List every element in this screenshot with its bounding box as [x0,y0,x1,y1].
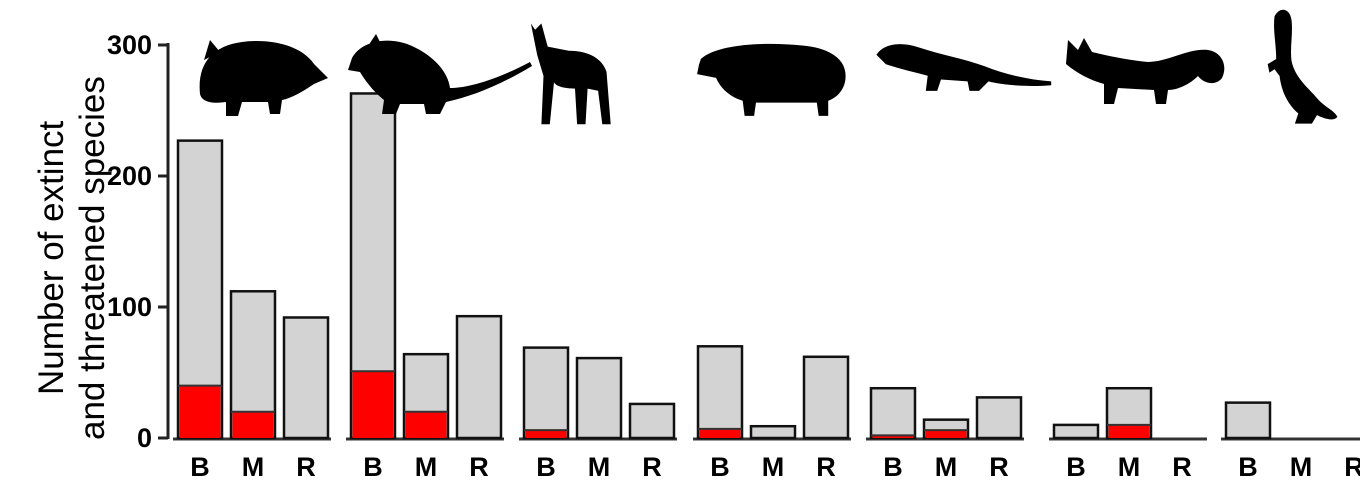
lemur-silhouette [199,40,328,116]
bar-extinct [1108,424,1150,438]
x-category-label: R [469,452,489,482]
bar-threatened [455,314,503,440]
bar-threatened [628,402,676,440]
bar-extinct [872,435,914,438]
x-category-label: M [1290,452,1313,482]
x-category-label: M [762,452,785,482]
x-category-label: R [296,452,316,482]
x-category-label: B [1066,452,1086,482]
x-category-label: R [1344,452,1360,482]
bar-threatened [802,355,850,440]
bar-threatened [749,424,797,440]
lemur-silhouette-shape [199,40,328,116]
bar-extinct [232,411,274,438]
x-category-label: R [989,452,1009,482]
y-tick-label: 0 [137,423,152,453]
bar-threatened [975,396,1023,440]
x-category-label: M [935,452,958,482]
mongoose-silhouette [876,44,1052,91]
ferret-silhouette-shape [1267,9,1338,124]
x-category-label: B [363,452,383,482]
bar-threatened [696,345,744,440]
bar-extinct [405,411,447,438]
pig-silhouette [697,43,846,116]
bar-extinct [925,430,967,438]
bar-threatened [575,356,623,440]
fox-silhouette-shape [1066,38,1225,104]
y-tick-label: 300 [107,30,152,60]
mongoose-silhouette-shape [876,44,1052,91]
x-category-label: B [883,452,903,482]
x-category-label: B [1238,452,1258,482]
x-category-label: B [710,452,730,482]
dog-silhouette-shape [530,23,611,125]
bar-threatened [1224,401,1272,440]
x-category-label: B [536,452,556,482]
x-category-label: R [1172,452,1192,482]
rat-silhouette [348,34,532,114]
bar-threatened [522,346,570,440]
bar-extinct [352,371,394,438]
x-category-label: B [190,452,210,482]
rat-silhouette-shape [348,34,532,114]
ferret-silhouette [1267,9,1338,124]
bar-extinct [699,428,741,438]
x-category-label: M [588,452,611,482]
bar-extinct [525,430,567,438]
dog-silhouette [530,23,611,125]
pig-silhouette-shape [697,43,846,116]
bar-extinct [179,385,221,438]
x-category-label: R [816,452,836,482]
fox-silhouette [1066,38,1225,104]
x-category-label: M [415,452,438,482]
group-icons [199,9,1338,125]
x-category-label: M [242,452,265,482]
y-tick-label: 100 [107,292,152,322]
y-tick-label: 200 [107,161,152,191]
bar-threatened [869,386,917,440]
bar-threatened [282,316,330,440]
bar-threatened [1052,423,1100,440]
x-category-label: M [1118,452,1141,482]
x-category-label: R [642,452,662,482]
y-axis: 0 100 200 300 [107,30,170,453]
